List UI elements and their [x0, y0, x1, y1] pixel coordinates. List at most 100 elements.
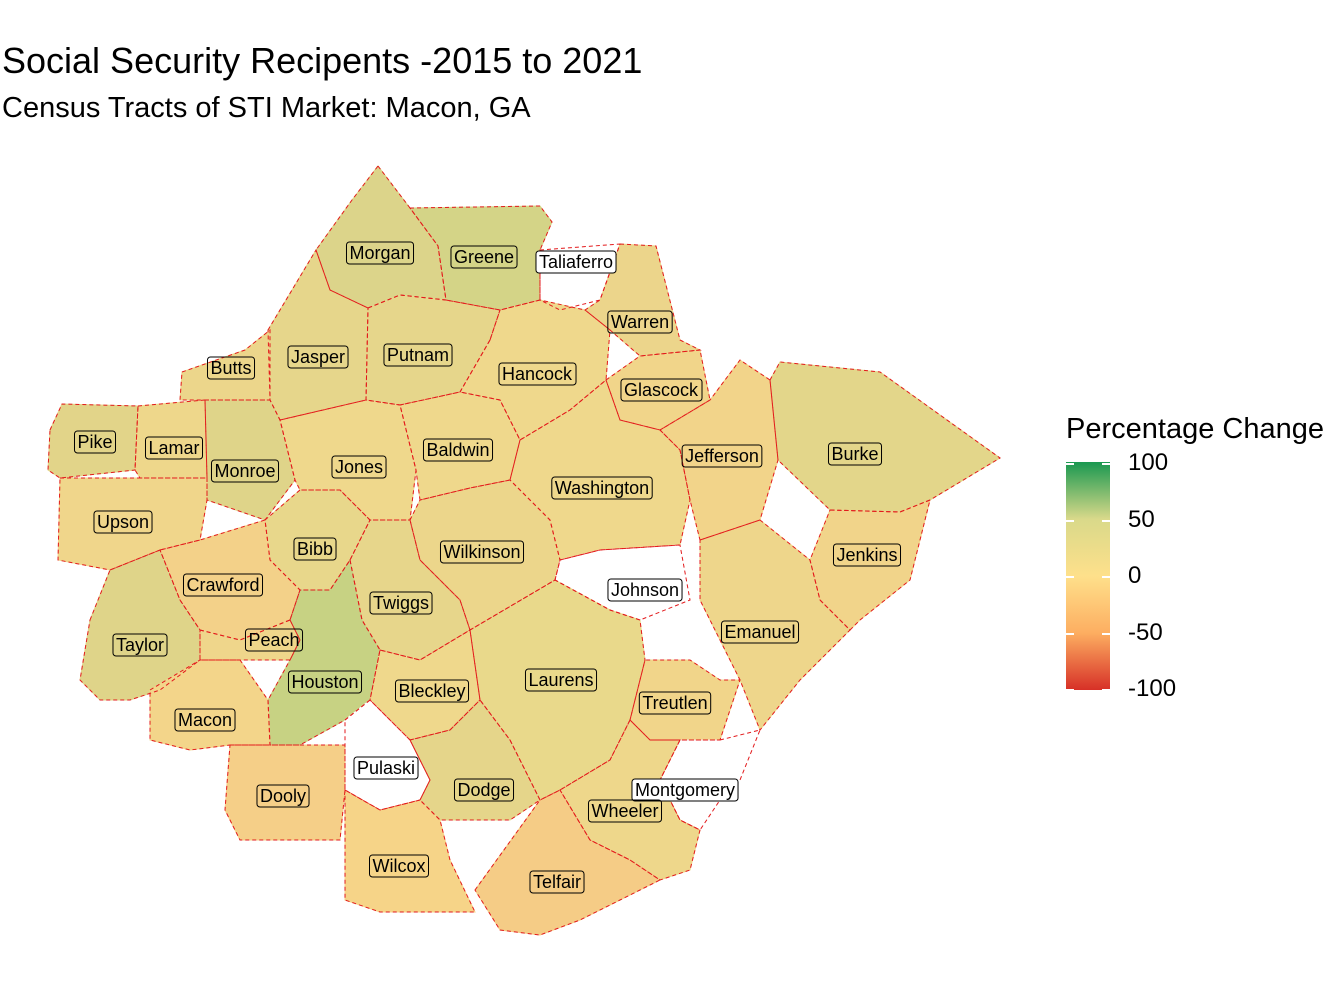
- county-label-box: [293, 537, 337, 561]
- legend-tick-mark: [1066, 576, 1110, 578]
- county-label-text: Wilcox: [373, 856, 426, 876]
- legend-title: Percentage Change: [1066, 413, 1324, 445]
- county-label-box: [453, 778, 515, 802]
- county-borders: [47, 165, 1001, 936]
- legend-tick-mark: [1066, 519, 1110, 522]
- county-label-text: Pike: [77, 432, 112, 452]
- county-label-box: [244, 628, 304, 652]
- county-label-box: [720, 620, 800, 644]
- county-label-text: Jenkins: [836, 545, 897, 565]
- county-label-burke: Burke: [827, 442, 883, 466]
- county-label-text: Pulaski: [357, 758, 415, 778]
- county-label-text: Lamar: [148, 438, 199, 458]
- county-label-box: [620, 378, 703, 402]
- county-label-text: Crawford: [186, 575, 259, 595]
- county-label-box: [353, 756, 419, 780]
- county-label-text: Jasper: [291, 347, 345, 367]
- county-label-text: Glascock: [624, 380, 699, 400]
- county-label-box: [331, 455, 387, 479]
- county-label-text: Warren: [611, 312, 669, 332]
- county-border-emanuel: [699, 519, 851, 731]
- legend-tick-label: -100: [1128, 675, 1177, 702]
- county-label-text: Burke: [831, 444, 878, 464]
- county-label-wilcox: Wilcox: [369, 854, 429, 878]
- county-label-monroe: Monroe: [210, 459, 280, 483]
- county-label-box: [287, 345, 349, 369]
- county-label-text: Emanuel: [724, 622, 795, 642]
- county-label-text: Jefferson: [685, 446, 759, 466]
- county-border-macon: [149, 659, 271, 751]
- chart-title: Social Security Recipents -2015 to 2021: [2, 40, 643, 81]
- county-label-text: Dooly: [260, 786, 306, 806]
- county-label-box: [369, 591, 433, 615]
- county-border-wilkinson: [409, 479, 561, 631]
- county-border-greene: [409, 205, 553, 311]
- county-label-bibb: Bibb: [293, 537, 337, 561]
- chart-subtitle: Census Tracts of STI Market: Macon, GA: [2, 92, 531, 124]
- county-border-jasper: [267, 248, 369, 421]
- county-label-bleckley: Bleckley: [394, 679, 470, 703]
- legend-tick-label: 0: [1128, 562, 1142, 589]
- legend-tick-mark: [1066, 463, 1110, 465]
- county-label-telfair: Telfair: [529, 870, 585, 894]
- county-label-treutlen: Treutlen: [638, 691, 712, 715]
- county-label-johnson: Johnson: [607, 578, 683, 602]
- county-label-box: [450, 245, 518, 269]
- county-border-montgomery: [659, 729, 761, 831]
- county-label-text: Montgomery: [635, 780, 735, 800]
- county-label-text: Telfair: [533, 872, 581, 892]
- county-label-greene: Greene: [450, 245, 518, 269]
- county-label-box: [287, 670, 363, 694]
- county-label-jasper: Jasper: [287, 345, 349, 369]
- county-label-box: [182, 573, 264, 597]
- county-border-crawford: [159, 519, 301, 641]
- county-labels: Morgan Greene Taliaferro Warren Putnam Jasper…: [73, 241, 902, 894]
- county-label-text: Wilkinson: [443, 542, 520, 562]
- county-label-warren: Warren: [607, 310, 673, 334]
- county-label-wilkinson: Wilkinson: [439, 540, 525, 564]
- county-label-crawford: Crawford: [182, 573, 264, 597]
- county-label-box: [607, 578, 683, 602]
- county-label-text: Bibb: [297, 539, 333, 559]
- county-border-upson: [57, 477, 208, 571]
- county-label-box: [345, 241, 415, 265]
- legend-tick-label: 100: [1128, 449, 1169, 476]
- county-label-text: Bleckley: [398, 681, 465, 701]
- county-label-box: [422, 438, 494, 462]
- county-label-box: [73, 430, 117, 454]
- county-label-box: [607, 310, 673, 334]
- county-label-text: Houston: [291, 672, 358, 692]
- county-label-box: [832, 543, 902, 567]
- county-label-houston: Houston: [287, 670, 363, 694]
- county-label-baldwin: Baldwin: [422, 438, 494, 462]
- county-label-peach: Peach: [244, 628, 304, 652]
- county-label-box: [210, 459, 280, 483]
- county-label-box: [551, 476, 653, 500]
- county-border-dooly: [224, 744, 346, 841]
- county-label-box: [383, 343, 453, 367]
- county-border-taliaferro: [539, 243, 621, 311]
- county-label-box: [206, 356, 256, 380]
- county-label-twiggs: Twiggs: [369, 591, 433, 615]
- county-label-box: [439, 540, 525, 564]
- county-label-text: Hancock: [502, 364, 573, 384]
- county-label-butts: Butts: [206, 356, 256, 380]
- county-border-treutlen: [629, 659, 741, 741]
- county-label-box: [535, 250, 617, 274]
- county-label-lamar: Lamar: [144, 436, 204, 460]
- county-label-glascock: Glascock: [620, 378, 703, 402]
- county-label-upson: Upson: [93, 510, 153, 534]
- county-border-pike: [47, 403, 139, 479]
- county-label-text: Putnam: [387, 345, 449, 365]
- county-area-morgan: [315, 165, 447, 309]
- county-label-pulaski: Pulaski: [353, 756, 419, 780]
- county-label-text: Laurens: [528, 670, 593, 690]
- county-area-burke: [769, 361, 1001, 513]
- county-border-bleckley: [369, 629, 481, 741]
- county-label-text: Morgan: [349, 243, 410, 263]
- county-label-box: [498, 362, 577, 386]
- county-label-pike: Pike: [73, 430, 117, 454]
- county-label-box: [174, 708, 236, 732]
- county-label-box: [369, 854, 429, 878]
